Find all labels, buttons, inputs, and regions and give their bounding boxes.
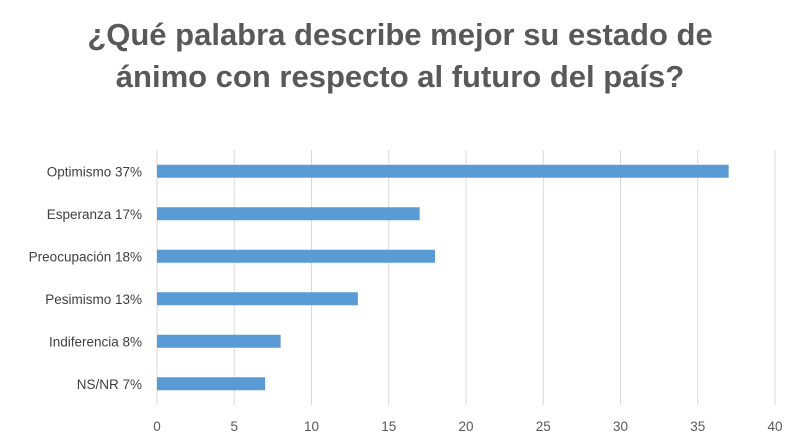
bar [157,249,436,263]
category-label: Optimismo 37% [47,164,142,179]
category-label: Pesimismo 13% [45,292,142,307]
x-tick-label: 5 [230,419,238,434]
category-label: NS/NR 7% [77,377,142,392]
bar [157,377,266,391]
category-labels: Optimismo 37% Esperanza 17% Preocupación 1… [29,164,142,392]
bar [157,207,420,221]
category-label: Esperanza 17% [47,207,142,222]
chart-title-line-1: ¿Qué palabra describe mejor su estado de [87,17,713,52]
x-tick-label: 0 [153,419,161,434]
bars [157,164,729,391]
x-tick-label: 20 [458,419,473,434]
chart-title-line-2: ánimo con respecto al futuro del país? [115,59,685,94]
gridlines [156,150,776,405]
chart-title: ¿Qué palabra describe mejor su estado de… [0,14,800,98]
x-tick-label: 10 [304,419,319,434]
category-label: Preocupación 18% [29,249,142,264]
bar [157,292,358,306]
x-tick-labels: 0 5 10 15 20 25 30 35 40 [153,419,782,434]
x-tick-label: 15 [381,419,396,434]
x-tick-label: 35 [690,419,705,434]
x-tick-label: 30 [613,419,628,434]
x-tick-label: 40 [767,419,782,434]
x-tick-label: 25 [536,419,551,434]
category-label: Indiferencia 8% [49,334,142,349]
bar [157,164,729,178]
bar [157,334,281,348]
